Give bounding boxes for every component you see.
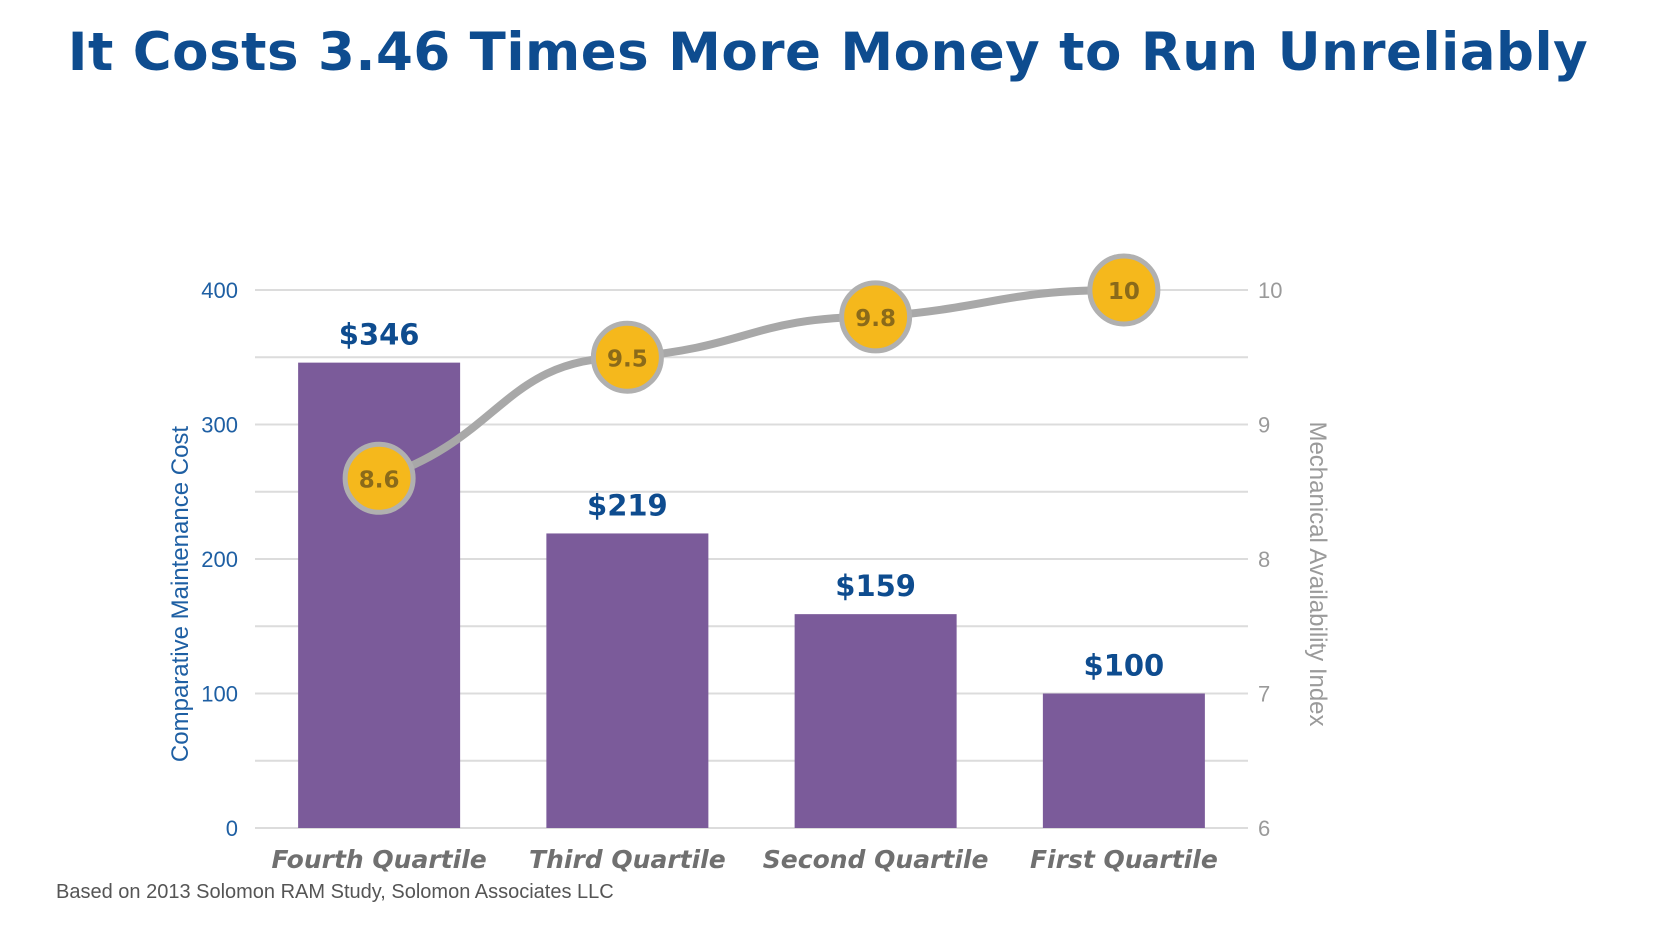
- y-axis-title: Comparative Maintenance Cost: [167, 426, 194, 762]
- bar: [794, 614, 957, 828]
- line-point: [342, 441, 416, 515]
- y2-axis-title: Mechanical Availability Index: [1304, 421, 1331, 726]
- point-value-label: 8.6: [359, 467, 400, 493]
- bar: [546, 533, 709, 828]
- y-tick-label: 200: [201, 547, 238, 572]
- x-tick-label: Third Quartile: [529, 845, 726, 874]
- x-tick-label: First Quartile: [1030, 845, 1218, 874]
- source-note: Based on 2013 Solomon RAM Study, Solomon…: [56, 881, 614, 903]
- line-point: [590, 320, 664, 394]
- bar: [298, 362, 461, 828]
- x-tick-label: Fourth Quartile: [272, 845, 487, 874]
- y-tick-label: 400: [201, 278, 238, 303]
- y2-tick-label: 9: [1258, 413, 1270, 438]
- y2-tick-label: 10: [1258, 278, 1282, 303]
- point-value-label: 10: [1108, 279, 1140, 305]
- y2-tick-label: 8: [1258, 547, 1270, 572]
- x-tick-label: Second Quartile: [763, 845, 989, 874]
- y-tick-label: 100: [201, 682, 238, 707]
- bar-value-label: $219: [587, 488, 668, 522]
- bar-value-label: $100: [1084, 649, 1165, 683]
- bar: [1042, 693, 1205, 828]
- line-point: [1087, 253, 1161, 327]
- bar-value-label: $346: [339, 318, 420, 352]
- y2-tick-label: 7: [1258, 682, 1270, 707]
- bar-value-label: $159: [835, 569, 916, 603]
- page-title: It Costs 3.46 Times More Money to Run Un…: [67, 22, 1589, 83]
- y2-tick-label: 6: [1258, 816, 1270, 841]
- line-point: [839, 280, 913, 354]
- series-line: [375, 286, 1128, 483]
- point-value-label: 9.5: [607, 346, 648, 372]
- point-value-label: 9.8: [855, 306, 896, 332]
- y-tick-label: 0: [226, 816, 238, 841]
- y-tick-label: 300: [201, 413, 238, 438]
